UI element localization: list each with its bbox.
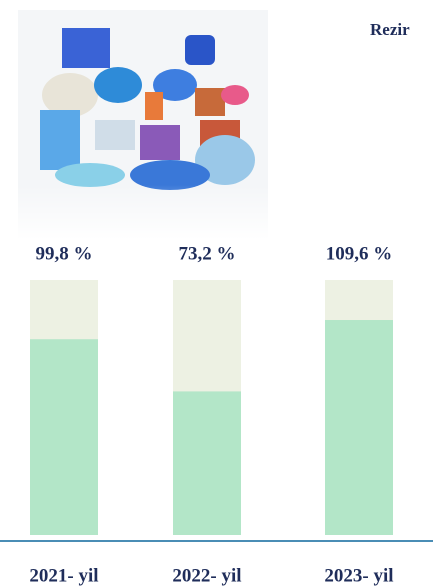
x-tick-label: 2022- yil (172, 565, 241, 586)
chart-title: Rezir (370, 20, 410, 39)
product-photo (18, 10, 268, 240)
value-label: 99,8 % (36, 243, 93, 264)
value-label: 109,6 % (326, 243, 393, 264)
value-label: 73,2 % (179, 243, 236, 264)
bar (173, 391, 241, 535)
chart: Rezir 99,8 % 2021- yil 73,2 % 2022- yil 109,… (0, 0, 433, 588)
bar (30, 339, 98, 535)
x-tick-label: 2023- yil (324, 565, 393, 586)
bar (325, 320, 393, 535)
x-tick-label: 2021- yil (29, 565, 98, 586)
